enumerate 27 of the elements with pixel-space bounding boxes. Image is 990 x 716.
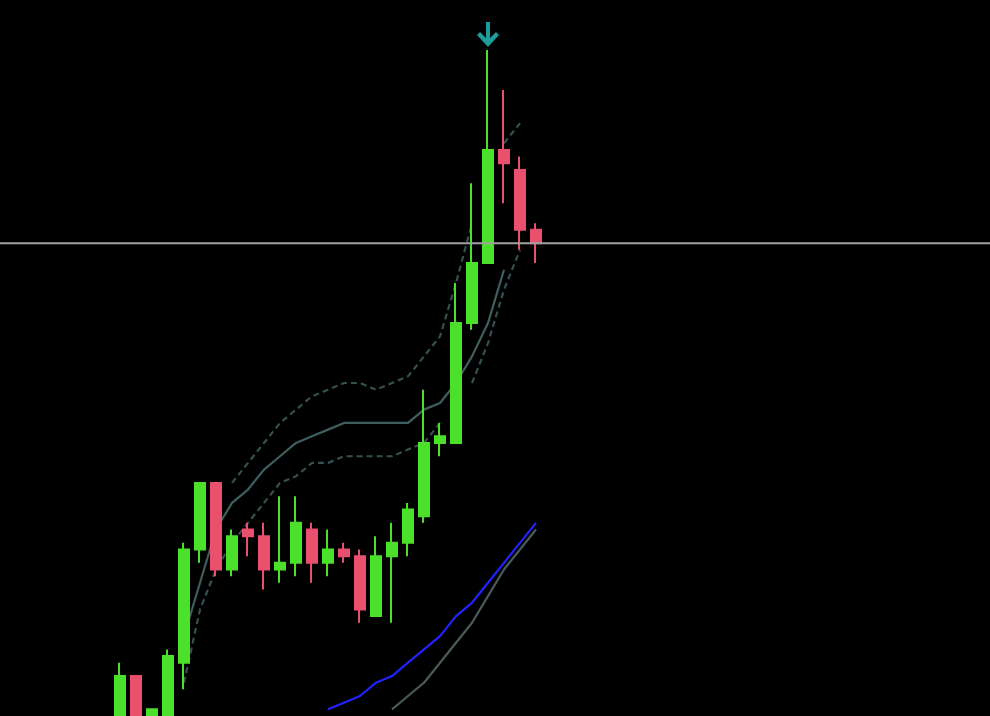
candlestick: [242, 521, 254, 558]
candlestick: [354, 548, 366, 624]
candlestick: [466, 182, 478, 331]
candlestick: [290, 495, 302, 578]
candlestick: [482, 49, 494, 265]
candlestick: [178, 541, 190, 691]
candlestick: [402, 501, 414, 558]
candlestick: [370, 535, 382, 618]
candlestick: [162, 648, 174, 716]
candlestick: [130, 675, 142, 716]
candlestick: [338, 541, 350, 564]
candlestick: [322, 528, 334, 578]
candlestick: [274, 495, 286, 584]
candlestick: [306, 521, 318, 584]
candlestick: [258, 521, 270, 591]
candlestick: [418, 388, 430, 524]
candlestick: [514, 155, 526, 251]
candlestick: [210, 481, 222, 578]
candlestick: [194, 481, 206, 564]
candlestick: [386, 521, 398, 624]
candlestick: [146, 708, 158, 716]
candlestick: [226, 528, 238, 578]
candlestick: [530, 222, 542, 265]
candlestick: [114, 661, 126, 716]
candlestick: [434, 421, 446, 458]
candlestick: [498, 88, 510, 205]
candlestick: [450, 282, 462, 444]
